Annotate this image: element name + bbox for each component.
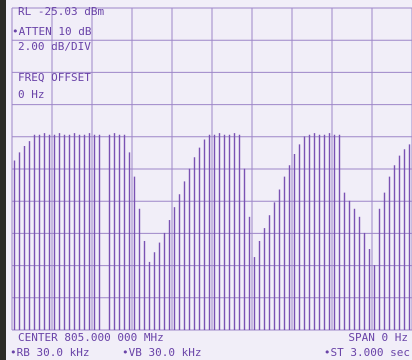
freq-offset-value: 0 Hz (18, 88, 45, 101)
video-bandwidth: •VB 30.0 kHz (122, 346, 201, 359)
sweep-time: •ST 3.000 sec (324, 346, 410, 359)
resolution-bandwidth: •RB 30.0 kHz (10, 346, 89, 359)
scale: 2.00 dB/DIV (18, 40, 91, 53)
analyzer-screen: RL -25.03 dBm •ATTEN 10 dB 2.00 dB/DIV F… (0, 0, 412, 360)
center-frequency: CENTER 805.000 000 MHz (18, 331, 164, 344)
span: SPAN 0 Hz (348, 331, 408, 344)
attenuation: •ATTEN 10 dB (12, 25, 92, 38)
reference-level: RL -25.03 dBm (18, 5, 104, 18)
freq-offset-label: FREQ OFFSET (18, 71, 91, 84)
